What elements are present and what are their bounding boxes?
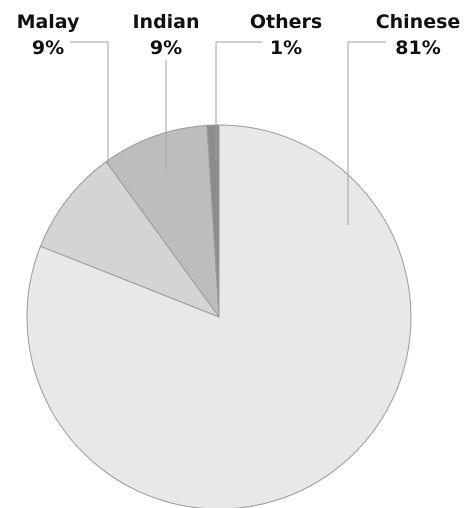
pie-slice-malay xyxy=(39,160,221,319)
pie-slices xyxy=(26,124,412,508)
slice-value-others: 1% xyxy=(270,37,302,59)
slice-label-indian: Indian xyxy=(132,11,199,33)
slice-value-indian: 9% xyxy=(150,37,182,59)
slice-label-malay: Malay xyxy=(17,11,80,33)
pie-slice-indian xyxy=(105,124,220,319)
slice-value-chinese: 81% xyxy=(395,37,440,59)
slice-label-others: Others xyxy=(250,11,322,33)
leader-line-malay xyxy=(70,41,109,165)
slice-value-malay: 9% xyxy=(32,37,64,59)
pie-slice-chinese xyxy=(26,124,412,508)
leader-lines xyxy=(70,41,386,225)
slice-label-chinese: Chinese xyxy=(376,11,461,33)
leader-line-others xyxy=(215,41,262,160)
slice-labels: Others 1% Indian 9% Malay 9% Chinese 81% xyxy=(17,11,461,59)
leader-line-chinese xyxy=(347,41,386,225)
